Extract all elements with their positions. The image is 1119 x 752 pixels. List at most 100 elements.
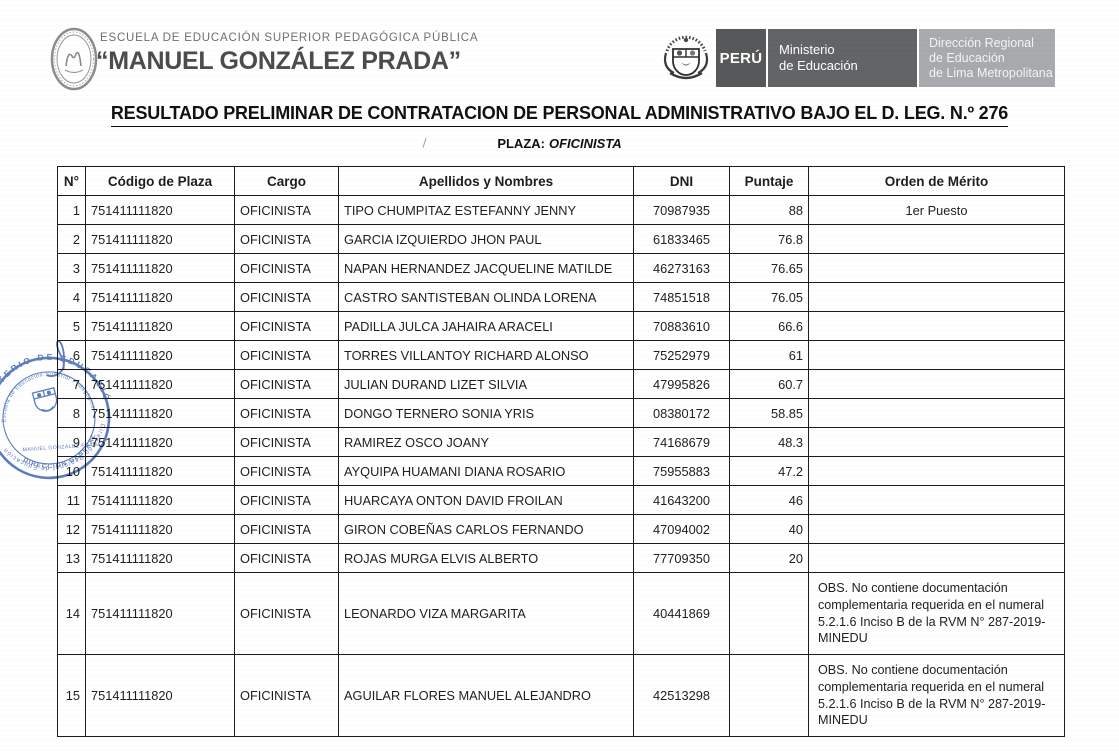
cell-nombres: JULIAN DURAND LIZET SILVIA (338, 369, 634, 399)
cell-nombres: AGUILAR FLORES MANUEL ALEJANDRO (338, 654, 634, 737)
table-row: 15 751411111820 OFICINISTA AGUILAR FLORES M… (57, 654, 1065, 737)
cell-nombres: DONGO TERNERO SONIA YRIS (338, 398, 634, 428)
cell-merito (808, 282, 1065, 312)
cell-nombres: GIRON COBEÑAS CARLOS FERNANDO (338, 514, 634, 544)
cell-puntaje: 76.65 (729, 253, 809, 283)
svg-text:DIRECCIÓN GENERAL: DIRECCIÓN GENERAL (19, 431, 104, 478)
column-header-5: Puntaje (729, 166, 809, 196)
cell-puntaje: 76.05 (729, 282, 809, 312)
regional-direction-label-box: Dirección Regional de Educación de Lima … (919, 29, 1055, 87)
cell-nombres: HUARCAYA ONTON DAVID FROILAN (338, 485, 634, 515)
cell-n: 5 (57, 311, 86, 341)
cell-puntaje: 60.7 (729, 369, 809, 399)
cell-n: 8 (57, 398, 86, 428)
cell-puntaje (729, 572, 809, 655)
cell-nombres: NAPAN HERNANDEZ JACQUELINE MATILDE (338, 253, 634, 283)
column-header-3: Apellidos y Nombres (338, 166, 634, 196)
cell-merito: OBS. No contiene documentación complemen… (808, 572, 1065, 655)
cell-merito (808, 340, 1065, 370)
cell-n: 14 (57, 572, 86, 655)
document-title-text: RESULTADO PRELIMINAR DE CONTRATACION DE … (110, 103, 1008, 127)
cell-puntaje: 58.85 (729, 398, 809, 428)
cell-merito: OBS. No contiene documentación complemen… (808, 654, 1065, 737)
cell-codigo: 751411111820 (85, 195, 235, 225)
table-row: 7 751411111820 OFICINISTA JULIAN DURAND LIZ… (57, 369, 1065, 399)
results-table: N° Código de Plaza Cargo Apellidos y Nombre… (57, 166, 1065, 737)
cell-puntaje: 47.2 (729, 456, 809, 486)
cell-cargo: OFICINISTA (234, 224, 339, 254)
cell-dni: 75252979 (633, 340, 730, 370)
cell-cargo: OFICINISTA (234, 253, 339, 283)
cell-dni: 75955883 (633, 456, 730, 486)
cell-nombres: LEONARDO VIZA MARGARITA (338, 572, 634, 655)
column-header-2: Cargo (234, 166, 339, 196)
cell-codigo: 751411111820 (85, 369, 235, 399)
table-row: 11 751411111820 OFICINISTA HUARCAYA ONTON D… (57, 485, 1065, 515)
cell-cargo: OFICINISTA (234, 282, 339, 312)
cell-puntaje: 20 (729, 543, 809, 573)
cell-merito (808, 398, 1065, 428)
results-table-head: N° Código de Plaza Cargo Apellidos y Nombre… (57, 166, 1065, 196)
column-header-6: Orden de Mérito (808, 166, 1065, 196)
peru-label-box: PERÚ (716, 29, 766, 87)
cell-codigo: 751411111820 (85, 224, 235, 254)
cell-nombres: CASTRO SANTISTEBAN OLINDA LORENA (338, 282, 634, 312)
cell-cargo: OFICINISTA (234, 369, 339, 399)
cell-n: 4 (57, 282, 86, 312)
plaza-label: PLAZA: (497, 136, 545, 151)
cell-cargo: OFICINISTA (234, 514, 339, 544)
school-subtitle: ESCUELA DE EDUCACIÓN SUPERIOR PEDAGÓGICA… (100, 32, 479, 44)
cell-n: 13 (57, 543, 86, 573)
table-row: 2 751411111820 OFICINISTA GARCIA IZQUIERDO … (57, 224, 1065, 254)
school-seal-icon (50, 27, 98, 91)
cell-dni: 40441869 (633, 572, 730, 655)
ministry-label-box: Ministerio de Educación (768, 29, 917, 87)
cell-dni: 47094002 (633, 514, 730, 544)
cell-dni: 42513298 (633, 654, 730, 737)
official-stamp: MINISTERIO DE EDUCACIÓN Dirección Region… (0, 316, 138, 505)
cell-codigo: 751411111820 (85, 427, 235, 457)
cell-cargo: OFICINISTA (234, 398, 339, 428)
cell-codigo: 751411111820 (85, 572, 235, 655)
table-row: 13 751411111820 OFICINISTA ROJAS MURGA ELVI… (57, 543, 1065, 573)
cell-cargo: OFICINISTA (234, 195, 339, 225)
cell-codigo: 751411111820 (85, 282, 235, 312)
cell-cargo: OFICINISTA (234, 427, 339, 457)
cell-nombres: PADILLA JULCA JAHAIRA ARACELI (338, 311, 634, 341)
cell-codigo: 751411111820 (85, 311, 235, 341)
cell-n: 2 (57, 224, 86, 254)
cell-puntaje: 88 (729, 195, 809, 225)
cell-dni: 74168679 (633, 427, 730, 457)
cell-nombres: RAMIREZ OSCO JOANY (338, 427, 634, 457)
cell-dni: 61833465 (633, 224, 730, 254)
peru-coat-of-arms-icon (663, 35, 709, 80)
cell-n: 11 (57, 485, 86, 515)
table-row: 5 751411111820 OFICINISTA PADILLA JULCA JAH… (57, 311, 1065, 341)
cell-codigo: 751411111820 (85, 485, 235, 515)
cell-dni: 41643200 (633, 485, 730, 515)
cell-merito (808, 311, 1065, 341)
table-row: 3 751411111820 OFICINISTA NAPAN HERNANDEZ J… (57, 253, 1065, 283)
cell-dni: 77709350 (633, 543, 730, 573)
cell-puntaje (729, 654, 809, 737)
cell-codigo: 751411111820 (85, 543, 235, 573)
cell-cargo: OFICINISTA (234, 543, 339, 573)
cell-cargo: OFICINISTA (234, 654, 339, 737)
cell-nombres: TORRES VILLANTOY RICHARD ALONSO (338, 340, 634, 370)
cell-puntaje: 40 (729, 514, 809, 544)
cell-n: 15 (57, 654, 86, 737)
cell-n: 12 (57, 514, 86, 544)
cell-merito (808, 485, 1065, 515)
cell-merito: 1er Puesto (808, 195, 1065, 225)
table-row: 12 751411111820 OFICINISTA GIRON COBEÑAS CA… (57, 514, 1065, 544)
column-header-1: Código de Plaza (85, 166, 235, 196)
column-header-4: DNI (633, 166, 730, 196)
cell-cargo: OFICINISTA (234, 456, 339, 486)
cell-n: 3 (57, 253, 86, 283)
cell-merito (808, 224, 1065, 254)
cell-merito (808, 369, 1065, 399)
cell-dni: 46273163 (633, 253, 730, 283)
column-header-0: N° (57, 166, 86, 196)
table-row: 10 751411111820 OFICINISTA AYQUIPA HUAMANI … (57, 456, 1065, 486)
cell-merito (808, 456, 1065, 486)
